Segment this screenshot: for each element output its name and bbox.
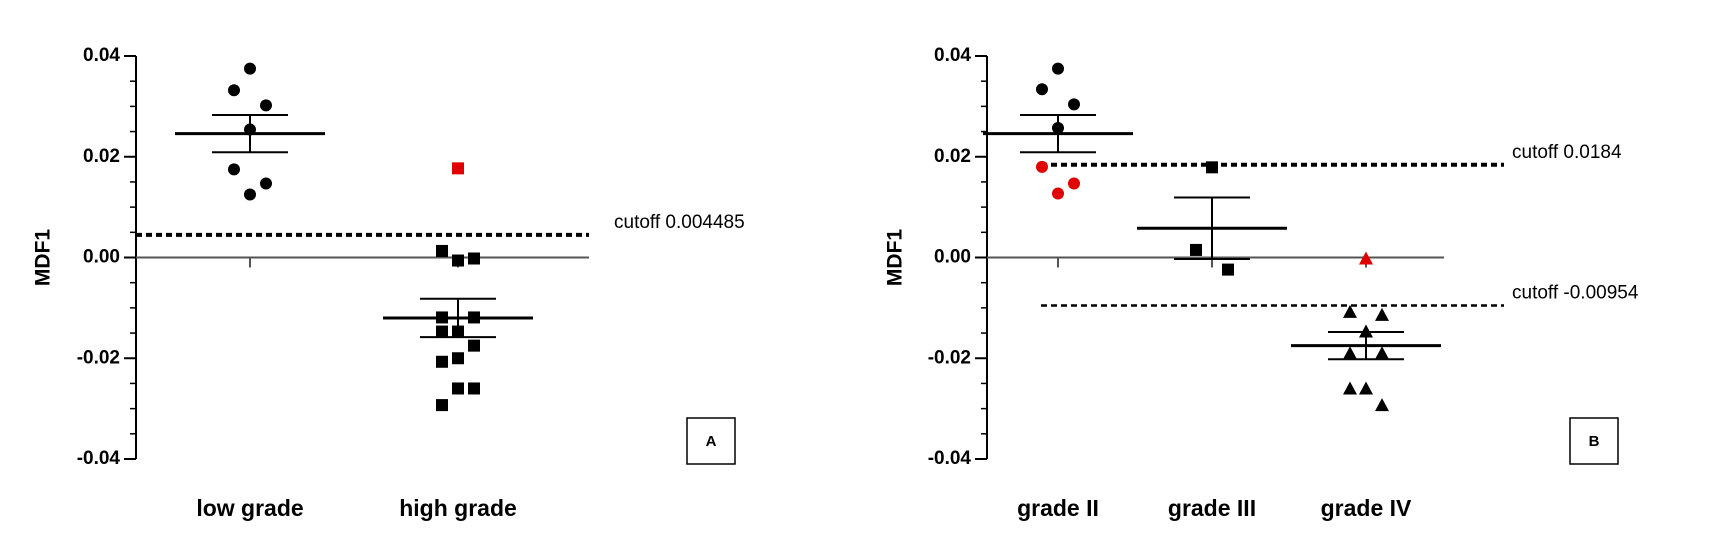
y-tick-label: 0.02 [934, 146, 971, 167]
data-point [1359, 324, 1373, 338]
data-point [1052, 187, 1064, 200]
data-point [1052, 62, 1064, 75]
data-point [452, 382, 464, 395]
x-category-label: high grade [399, 495, 517, 521]
cutoff-label: cutoff 0.004485 [614, 212, 745, 233]
data-point [436, 355, 448, 368]
data-point [468, 382, 480, 395]
data-point [1068, 177, 1080, 190]
data-point [1343, 381, 1357, 395]
data-point [452, 162, 464, 175]
y-tick-label: -0.02 [77, 347, 120, 368]
data-point [1068, 98, 1080, 111]
data-point [1375, 398, 1389, 412]
data-point [468, 252, 480, 265]
data-point [260, 177, 272, 190]
data-point [452, 254, 464, 267]
data-point [1343, 304, 1357, 318]
data-point [1190, 243, 1202, 256]
data-point [1206, 161, 1218, 174]
data-point [436, 399, 448, 412]
y-tick-label: -0.04 [928, 448, 972, 469]
y-tick-label: -0.04 [77, 448, 121, 469]
data-point [1036, 83, 1048, 96]
x-category-label: low grade [196, 495, 303, 521]
y-tick-label: 0.02 [83, 146, 120, 167]
data-point [1036, 160, 1048, 173]
y-tick-label: 0.00 [83, 247, 120, 268]
data-point [1375, 307, 1389, 321]
data-point [436, 325, 448, 338]
cutoff-label: cutoff -0.00954 [1512, 283, 1639, 304]
y-tick-label: 0.04 [83, 45, 120, 66]
x-category-label: grade III [1168, 495, 1256, 521]
data-point [228, 163, 240, 176]
data-point [452, 352, 464, 365]
data-point [260, 99, 272, 112]
data-point [1222, 263, 1234, 276]
data-point [436, 244, 448, 257]
data-point [1343, 346, 1357, 360]
y-tick-label: -0.02 [928, 347, 971, 368]
y-axis-label: MDF1 [32, 229, 55, 286]
y-tick-label: 0.04 [934, 45, 971, 66]
y-axis-label: MDF1 [884, 229, 907, 286]
x-category-label: grade II [1017, 495, 1099, 521]
panel-label-box [686, 417, 736, 465]
cutoff-label: cutoff 0.0184 [1512, 142, 1622, 163]
panel-label: B [1589, 433, 1600, 450]
panel-label-box [1569, 417, 1619, 465]
x-category-label: grade IV [1321, 495, 1412, 521]
panel-label: A [706, 433, 717, 450]
data-point [228, 84, 240, 97]
data-point [244, 62, 256, 75]
data-point [468, 339, 480, 352]
data-point [244, 188, 256, 201]
data-point [1359, 381, 1373, 395]
data-point [1375, 346, 1389, 360]
y-tick-label: 0.00 [934, 247, 971, 268]
data-point [1359, 251, 1373, 265]
